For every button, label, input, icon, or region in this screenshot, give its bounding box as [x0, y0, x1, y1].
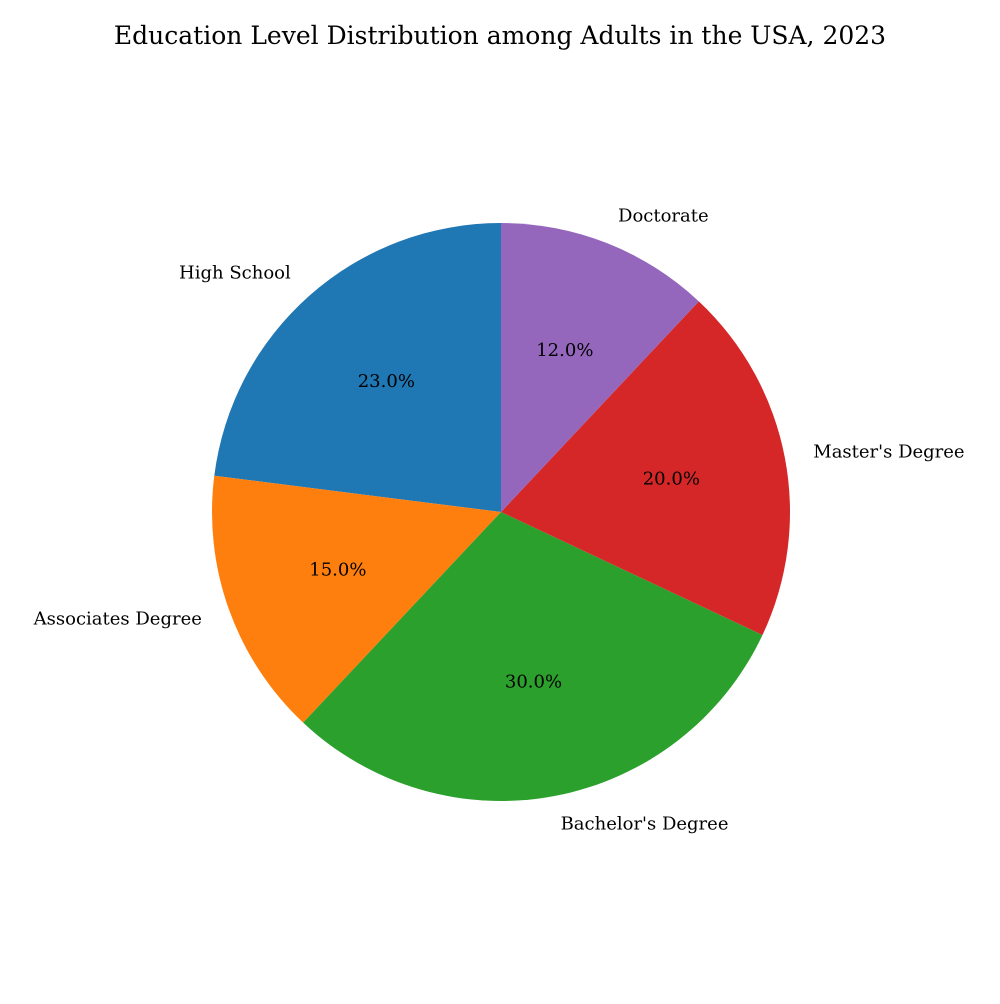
pct-label-associates-degree: 15.0% — [309, 560, 366, 581]
percentage-labels: 23.0% 15.0% 30.0% 20.0% 12.0% — [309, 340, 700, 693]
pie-slice-associates-degree — [212, 475, 501, 723]
slice-label-bachelor-s-degree: Bachelor's Degree — [561, 813, 729, 834]
pct-label-master-s-degree: 20.0% — [643, 469, 700, 490]
pct-label-doctorate: 12.0% — [536, 340, 593, 361]
chart-title: Education Level Distribution among Adult… — [114, 21, 886, 50]
slice-label-doctorate: Doctorate — [618, 205, 709, 226]
pie-wedges — [212, 223, 790, 801]
pie-slice-high-school — [214, 223, 501, 512]
slice-label-master-s-degree: Master's Degree — [813, 441, 964, 462]
pie-slice-doctorate — [501, 223, 699, 512]
pie-slice-master-s-degree — [501, 301, 790, 636]
slice-label-associates-degree: Associates Degree — [33, 609, 202, 630]
pie-slice-bachelor-s-degree — [303, 512, 763, 801]
pct-label-high-school: 23.0% — [358, 371, 415, 392]
slice-label-high-school: High School — [179, 263, 291, 284]
slice-labels: High School Associates Degree Bachelor's D… — [33, 205, 965, 834]
pct-label-bachelor-s-degree: 30.0% — [505, 671, 562, 692]
